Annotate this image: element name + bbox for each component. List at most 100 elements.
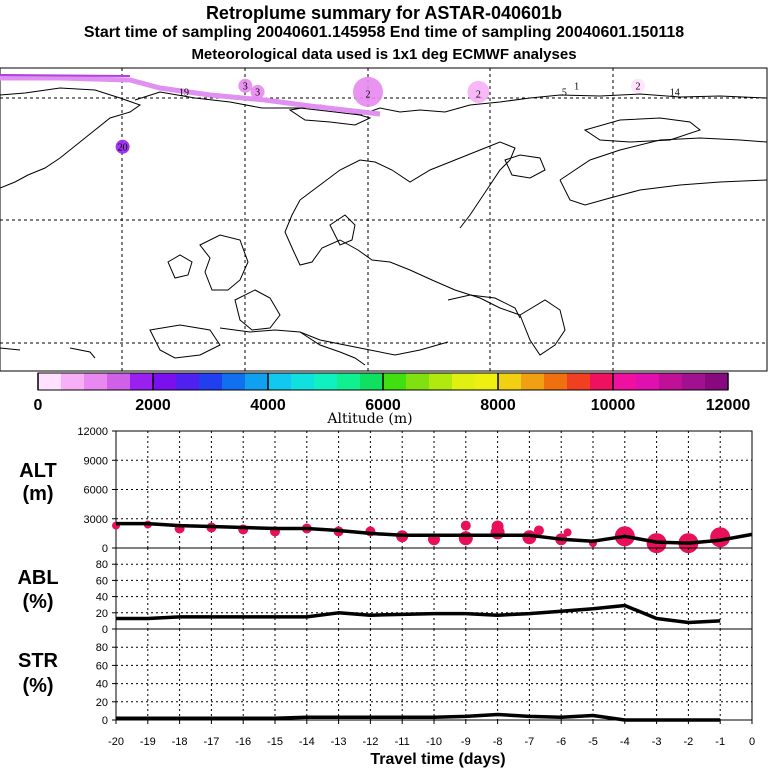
map-marker-dot <box>630 78 645 93</box>
y-tick-label: 6000 <box>84 485 108 497</box>
series-line <box>116 712 721 722</box>
x-tick-label: -14 <box>299 736 315 748</box>
panel-label: ALT <box>19 460 56 482</box>
x-tick-label: -12 <box>362 736 378 748</box>
colorbar-cell <box>130 373 154 390</box>
page-title: Retroplume summary for ASTAR-040601b <box>205 3 563 23</box>
colorbar-cell <box>705 373 729 390</box>
x-tick-label: -7 <box>525 736 535 748</box>
colorbar-cell <box>84 373 108 390</box>
y-tick-label: 40 <box>96 679 108 691</box>
x-tick-label: -18 <box>172 736 188 748</box>
x-tick-label: -6 <box>556 736 566 748</box>
met-data-line: Meteorological data used is 1x1 deg ECMW… <box>191 46 577 63</box>
colorbar-cell <box>613 373 637 390</box>
panel-label: STR <box>18 650 59 672</box>
colorbar-cell <box>590 373 614 390</box>
panel-unit-label: (m) <box>22 483 53 505</box>
y-tick-label: 60 <box>96 660 108 672</box>
map-marker-dot <box>353 76 383 107</box>
x-tick-label: -3 <box>652 736 662 748</box>
x-tick-label: -20 <box>108 736 124 748</box>
colorbar-cell <box>659 373 683 390</box>
altitude-colorbar: 0 2000 4000 6000 8000 10000 12000 Altitude (m) <box>34 372 750 427</box>
colorbar-cell <box>314 373 338 390</box>
series-line <box>116 521 753 545</box>
x-tick-label: -4 <box>620 736 630 748</box>
map-panel: 12223359101112141912131415161718192020 <box>0 67 768 372</box>
colorbar-cell <box>153 373 177 390</box>
colorbar-cell <box>38 373 62 390</box>
colorbar-cell <box>498 373 522 390</box>
y-tick-label: 0 <box>102 543 108 555</box>
map-marker-label: 2 <box>476 90 481 101</box>
sampling-time-line: Start time of sampling 20040601.145958 E… <box>83 24 685 41</box>
y-tick-label: 60 <box>96 575 108 587</box>
altitude-bubble <box>491 520 504 533</box>
colorbar-cell <box>107 373 131 390</box>
plume-track <box>0 74 381 117</box>
x-tick-label: -17 <box>203 736 219 748</box>
colorbar-label: Altitude (m) <box>326 411 412 427</box>
x-tick-label: -15 <box>267 736 283 748</box>
colorbar-cell <box>199 373 223 390</box>
colorbar-cell <box>544 373 568 390</box>
map-marker-label: 2 <box>366 90 371 101</box>
series-line <box>116 603 721 625</box>
y-tick-label: 12000 <box>77 426 108 438</box>
colorbar-cell <box>567 373 591 390</box>
y-tick-label: 0 <box>102 624 108 636</box>
x-tick-label: -16 <box>235 736 251 748</box>
map-marker-label: 19 <box>179 87 189 98</box>
y-tick-label: 3000 <box>84 514 108 526</box>
colorbar-cell <box>429 373 453 390</box>
map-marker-label: 3 <box>255 87 260 98</box>
map-marker-dot <box>238 78 253 93</box>
x-tick-label: -5 <box>588 736 598 748</box>
x-axis-label: Travel time (days) <box>370 751 505 768</box>
colorbar-cell <box>245 373 269 390</box>
colorbar-cell <box>521 373 545 390</box>
colorbar-cell <box>406 373 430 390</box>
map-marker-dot <box>115 139 130 154</box>
x-tick-label: -19 <box>140 736 156 748</box>
map-markers: 12223359101112141912131415161718192020 <box>115 76 680 154</box>
coastlines <box>0 87 768 366</box>
colorbar-cell <box>360 373 384 390</box>
colorbar-cell <box>475 373 499 390</box>
colorbar-tick-label: 2000 <box>135 397 171 414</box>
map-marker-label: 1 <box>574 81 579 92</box>
colorbar-tick-label: 0 <box>34 397 43 414</box>
map-marker-dot <box>250 84 265 99</box>
colorbar-ticks: 0 2000 4000 6000 8000 10000 12000 <box>34 373 750 414</box>
colorbar-cell <box>682 373 706 390</box>
map-grid <box>0 68 767 371</box>
colorbar-cell <box>61 373 85 390</box>
x-tick-label: -9 <box>461 736 471 748</box>
x-tick-label: -13 <box>331 736 347 748</box>
panel-str: 0 20 40 60 80 STR (%) <box>18 628 753 727</box>
map-marker-label: 20 <box>118 142 128 153</box>
time-series-panels: 030006000900012000ALT(m)020406080ABL(%)0… <box>17 426 755 748</box>
colorbar-cell <box>291 373 315 390</box>
panel-unit-label: (%) <box>22 591 53 613</box>
x-tick-label: -2 <box>684 736 694 748</box>
x-tick-label: -1 <box>715 736 725 748</box>
x-tick-label: -11 <box>395 736 410 748</box>
y-tick-label: 20 <box>96 608 108 620</box>
panel-label: ABL <box>17 567 58 589</box>
colorbar-cell <box>383 373 407 390</box>
map-marker-label: 5 <box>562 87 567 98</box>
colorbar-cell <box>268 373 292 390</box>
y-tick-label: 40 <box>96 592 108 604</box>
colorbar-tick-label: 8000 <box>480 397 516 414</box>
map-marker-label: 2 <box>635 81 640 92</box>
colorbar-tick-label: 10000 <box>591 397 636 414</box>
colorbar-cells <box>38 373 729 390</box>
colorbar-tick-label: 4000 <box>250 397 286 414</box>
panel-abl: 0 20 40 60 80 ABL(%) <box>17 547 753 636</box>
colorbar-cell <box>337 373 361 390</box>
altitude-bubble <box>533 525 544 536</box>
x-tick-label: 0 <box>749 736 755 748</box>
